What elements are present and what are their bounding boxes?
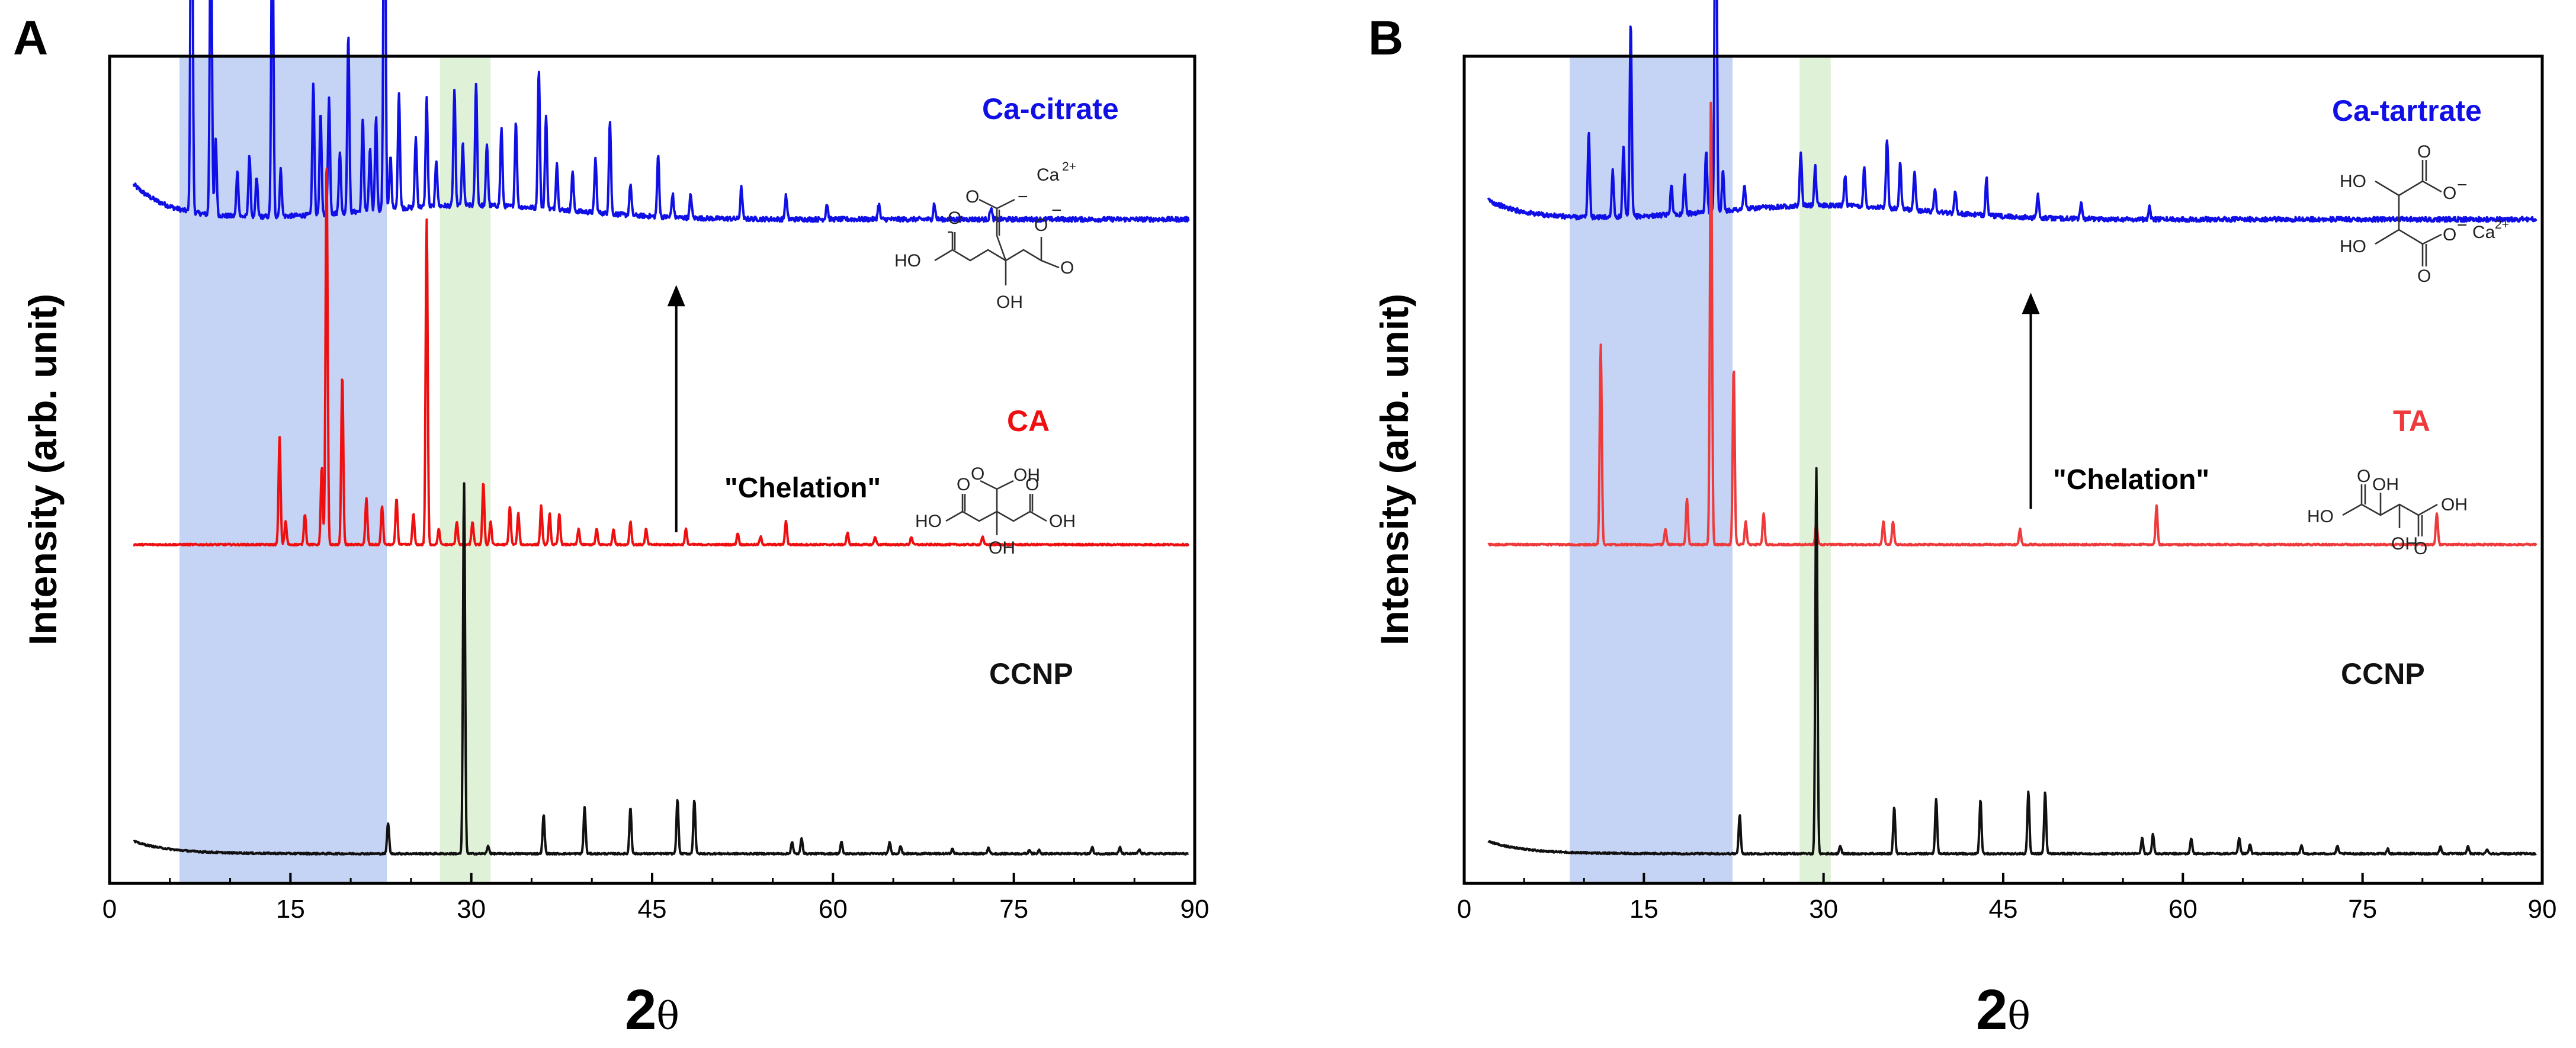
panel-a-bands <box>179 56 491 883</box>
panel-a-arrow-head <box>667 285 685 307</box>
ca-o-left: O <box>957 475 970 494</box>
ta-bonds <box>2342 484 2438 536</box>
panel-a-ticks: 0 15 30 45 60 75 90 <box>102 873 1210 924</box>
ca-citrate-o-minus-2: − <box>1051 201 1062 220</box>
panel-b-ta-structure: HO O OH OH O OH <box>2307 467 2468 558</box>
panel-b-x-tick-label-75: 75 <box>2348 895 2377 924</box>
ca-tartrate-ho-bottom: HO <box>2340 237 2366 256</box>
ca-ho-left: HO <box>915 512 942 531</box>
panel-b-trace-ca-tartrate <box>1487 0 2537 223</box>
ca-oh-bottom: OH <box>989 538 1015 558</box>
panel-a-y-axis-title: Intensity (arb. unit) <box>21 294 65 645</box>
panel-b-y-axis-title: Intensity (arb. unit) <box>1372 294 1416 645</box>
panel-b-trace-ta <box>1487 101 2537 547</box>
ca-tartrate-minus-2: − <box>2457 216 2468 235</box>
panel-b-x-tick-label-45: 45 <box>1989 895 2018 924</box>
ta-o-right: O <box>2414 539 2427 558</box>
panel-b-x-tick-label-90: 90 <box>2528 895 2557 924</box>
panel-a-x-tick-label-0: 0 <box>102 895 117 924</box>
ta-ho-left: HO <box>2307 507 2334 526</box>
panel-a-series <box>132 0 1190 856</box>
panel-a-x-tick-label-60: 60 <box>819 895 848 924</box>
ca-citrate-o-minus: − <box>1018 187 1028 207</box>
panel-a-x-tick-label-45: 45 <box>638 895 667 924</box>
ca-tartrate-ca: Ca <box>2472 223 2495 242</box>
panel-a-chelation-arrow <box>667 285 685 532</box>
ca-citrate-ca: Ca <box>1037 165 1060 185</box>
panel-a-x-axis-title-digit: 2 <box>625 978 656 1041</box>
ta-oh-right: OH <box>2441 495 2468 515</box>
ca-oh-top: OH <box>1013 465 1040 485</box>
panel-a-x-axis-title-theta: θ <box>656 995 679 1039</box>
panel-b-x-tick-label-60: 60 <box>2168 895 2198 924</box>
panel-b-x-axis-title: 2θ <box>1976 978 2030 1041</box>
panel-a-ca-structure: HO O OH O O OH OH <box>915 464 1076 558</box>
panel-b-chelation-arrow <box>2022 292 2040 509</box>
ca-tartrate-o-top-minus: O <box>2443 184 2456 203</box>
panel-b-trace-ccnp <box>1487 467 2537 856</box>
panel-a-label-ccnp: CCNP <box>989 657 1073 690</box>
panel-b-chelation-label: "Chelation" <box>2053 464 2209 496</box>
ca-citrate-bonds <box>934 198 1060 285</box>
panel-a-x-tick-label-75: 75 <box>999 895 1028 924</box>
ca-citrate-o-up: O <box>965 187 979 207</box>
ta-oh-bottom: OH <box>2391 534 2418 554</box>
panel-a: A 0 15 30 45 60 75 90 2θ Intensity (arb. unit)… <box>13 0 1209 1041</box>
panel-a-chelation-label: "Chelation" <box>724 472 881 504</box>
ca-tartrate-o-bottom: O <box>2417 266 2431 286</box>
panel-b-label-ca-tartrate: Ca-tartrate <box>2332 94 2482 127</box>
ta-o-left: O <box>2357 467 2370 486</box>
panel-a-x-tick-label-15: 15 <box>276 895 305 924</box>
panel-b-x-axis-title-theta: θ <box>2007 995 2030 1039</box>
ca-citrate-o-right-2: O <box>1060 258 1074 278</box>
panel-a-trace-ca-citrate <box>132 0 1190 223</box>
panel-a-trace-ca <box>133 167 1190 547</box>
ca-citrate-o-right: O <box>1034 216 1048 235</box>
ca-oh-right: OH <box>1049 512 1076 531</box>
panel-letter-b: B <box>1368 11 1403 65</box>
ca-tartrate-o-bottom-minus: O <box>2443 225 2456 245</box>
ca-citrate-oh: OH <box>996 292 1023 312</box>
panel-a-x-axis-title: 2θ <box>625 978 679 1041</box>
panel-a-label-ca: CA <box>1007 404 1050 438</box>
panel-a-x-tick-label-30: 30 <box>457 895 486 924</box>
ca-citrate-ca-charge: 2+ <box>1062 160 1076 173</box>
panel-b-x-tick-label-30: 30 <box>1809 895 1838 924</box>
ca-tartrate-bonds <box>2375 160 2442 266</box>
ca-citrate-ho-left: HO <box>894 251 921 271</box>
ta-oh-top: OH <box>2372 475 2399 494</box>
panel-b-x-tick-label-0: 0 <box>1457 895 1471 924</box>
panel-b-arrow-head <box>2022 292 2040 314</box>
panel-letter-a: A <box>13 11 48 65</box>
panel-a-band-blue <box>179 56 387 883</box>
ca-o-right: O <box>1025 475 1039 494</box>
panel-b: B 0 15 30 45 60 75 90 2θ Intensity (arb. unit)… <box>1368 0 2556 1041</box>
panel-b-series <box>1487 0 2537 856</box>
ca-tartrate-o-top: O <box>2417 142 2431 162</box>
panel-b-x-axis-title-digit: 2 <box>1976 978 2007 1041</box>
ca-tartrate-minus-1: − <box>2457 175 2468 195</box>
ca-tartrate-ho-top: HO <box>2340 172 2366 191</box>
panel-a-label-ca-citrate: Ca-citrate <box>982 92 1119 126</box>
panel-b-x-tick-label-15: 15 <box>1629 895 1658 924</box>
panel-a-trace-ccnp <box>133 482 1189 856</box>
panel-b-ticks: 0 15 30 45 60 75 90 <box>1457 873 2557 924</box>
panel-b-ca-tartrate-structure: HO HO O O − Ca 2+ O O − <box>2340 142 2509 286</box>
ca-tartrate-ca-charge: 2+ <box>2495 218 2509 232</box>
panel-b-label-ta: TA <box>2393 404 2430 438</box>
ca-citrate-o-left: O <box>948 208 961 228</box>
panel-b-label-ccnp: CCNP <box>2341 657 2425 690</box>
panel-b-bands <box>1569 56 1831 883</box>
panel-a-ca-citrate-structure: HO O O − Ca 2+ O − O OH <box>894 160 1076 312</box>
ca-bonds <box>945 480 1047 535</box>
ca-o-top: O <box>971 464 984 484</box>
panel-a-x-tick-label-90: 90 <box>1180 895 1210 924</box>
